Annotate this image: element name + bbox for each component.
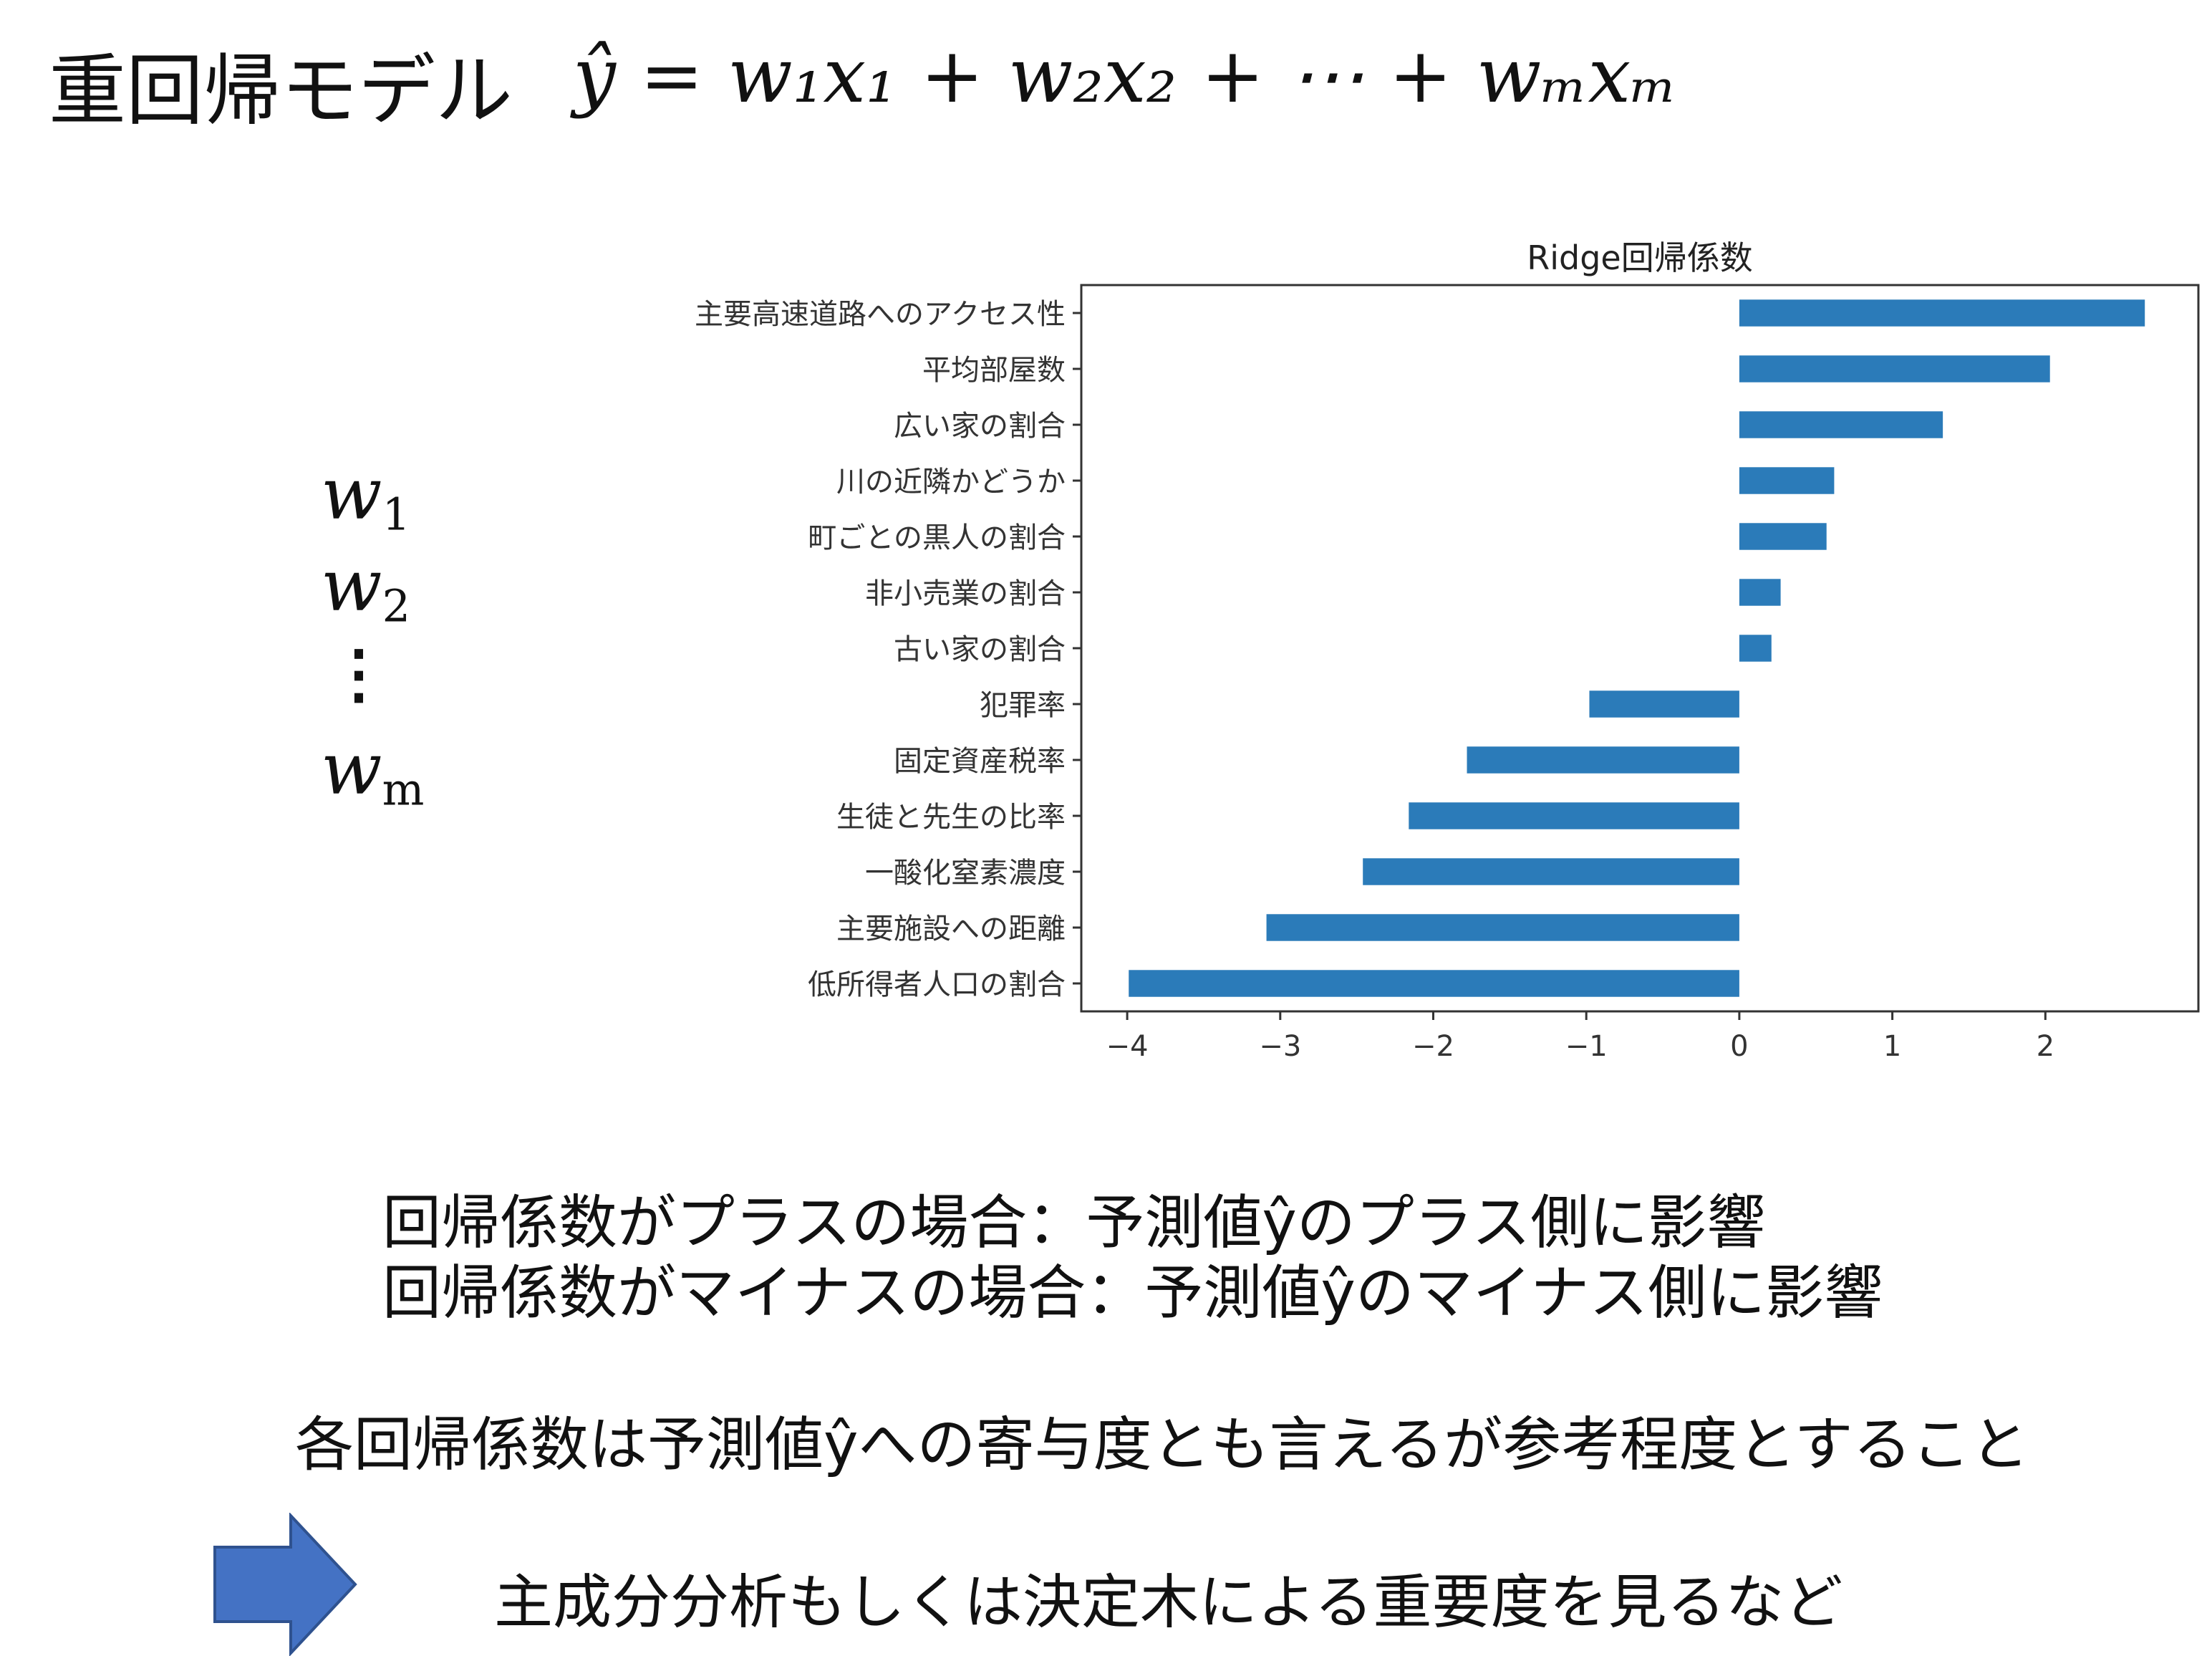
x-tick-label: −1 — [1565, 1030, 1608, 1063]
bar — [1363, 858, 1739, 885]
x-tick-label: −3 — [1259, 1030, 1301, 1063]
x-tick-label: −4 — [1106, 1030, 1149, 1063]
bar — [1739, 635, 1772, 662]
bar — [1739, 299, 2145, 327]
y-tick-label: 固定資産税率 — [894, 745, 1066, 778]
note-positive: 回帰係数がプラスの場合：予測値ŷのプラス側に影響 — [382, 1189, 1766, 1257]
note-negative: 回帰係数がマイナスの場合：予測値ŷのマイナス側に影響 — [382, 1259, 1883, 1327]
regression-formula: ŷ = w₁x₁ + w₂x₂ + ⋯ + wₘxₘ — [573, 32, 1678, 120]
x-tick-label: 1 — [1883, 1030, 1901, 1063]
y-tick-label: 低所得者人口の割合 — [808, 968, 1066, 1001]
note-suggestion: 主成分分析もしくは決定木による重要度を見るなど — [494, 1569, 1843, 1637]
bar — [1589, 690, 1739, 718]
x-tick-label: 0 — [1730, 1030, 1748, 1063]
right-arrow-icon — [213, 1513, 357, 1656]
y-tick-label: 広い家の割合 — [894, 410, 1066, 443]
y-tick-label: 町ごとの黒人の割合 — [808, 521, 1066, 554]
y-tick-label: 一酸化窒素濃度 — [865, 857, 1066, 890]
y-tick-label: 古い家の割合 — [894, 633, 1066, 666]
bar — [1266, 914, 1739, 941]
bar — [1739, 523, 1827, 550]
y-tick-label: 川の近隣かどうか — [836, 466, 1066, 499]
weight-list: w1 w2 ⋮ wm — [321, 458, 424, 825]
bar — [1129, 970, 1739, 997]
x-tick-label: −2 — [1412, 1030, 1454, 1063]
chart-title: Ridge回帰係数 — [1527, 239, 1752, 277]
y-tick-label: 平均部屋数 — [922, 354, 1066, 387]
bar — [1739, 579, 1781, 606]
ridge-coefficient-chart: Ridge回帰係数主要高速道路へのアクセス性平均部屋数広い家の割合川の近隣かどう… — [695, 239, 2200, 1063]
note-caution: 各回帰係数は予測値ŷへの寄与度とも言えるが参考程度とすること — [295, 1411, 2029, 1479]
plot-frame — [1080, 284, 2200, 1013]
bar — [1409, 802, 1739, 829]
y-tick-label: 主要高速道路へのアクセス性 — [695, 298, 1066, 331]
bar — [1467, 746, 1739, 774]
y-tick-label: 犯罪率 — [980, 689, 1066, 722]
slide-title: 重回帰モデル — [49, 47, 513, 136]
bar — [1739, 355, 2050, 382]
bar — [1739, 467, 1835, 494]
y-tick-label: 非小売業の割合 — [865, 577, 1066, 610]
weight-w2: w2 — [321, 544, 411, 632]
y-tick-label: 主要施設への距離 — [836, 913, 1066, 945]
bar — [1739, 411, 1943, 438]
vertical-ellipsis: ⋮ — [327, 636, 391, 712]
weight-wm: wm — [321, 727, 425, 816]
y-tick-label: 生徒と先生の比率 — [836, 801, 1066, 834]
x-tick-label: 2 — [2037, 1030, 2054, 1063]
weight-w1: w1 — [321, 452, 411, 541]
